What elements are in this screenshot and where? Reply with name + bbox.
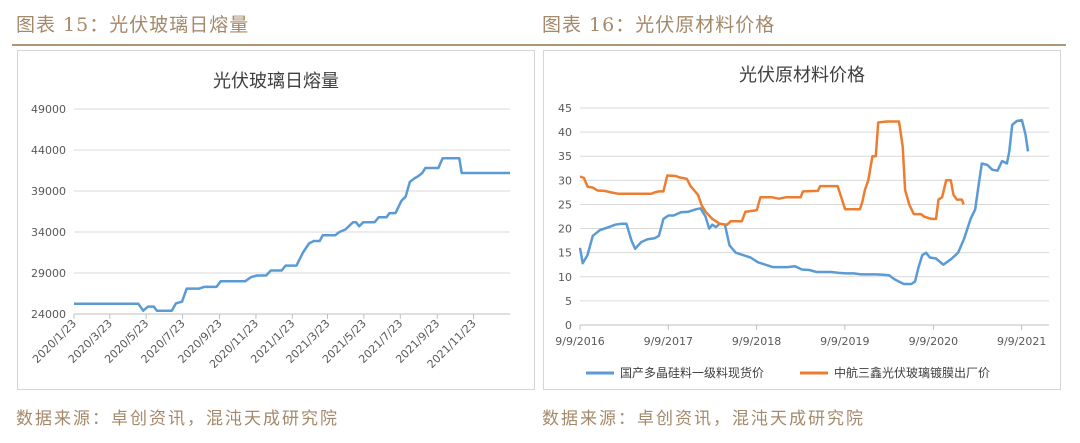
legend-label-2: 中航三鑫光伏玻璃镀膜出厂价 [834,365,990,380]
y-tick-label: 49000 [31,103,66,116]
y-tick-label: 30 [558,174,572,187]
left-title-rule [12,44,540,46]
series-line-2 [579,120,965,226]
y-tick-label: 39000 [31,185,66,198]
x-tick-label: 9/9/2018 [732,335,781,348]
right-figure-panel: 图表 16：光伏原材料价格 光伏原材料价格 0 5 10 15 20 25 30 35 40 45 9… [538,0,1066,443]
y-tick-label: 5 [565,295,572,308]
y-tick-label: 20 [558,223,572,236]
y-tick-label: 0 [565,319,572,332]
y-tick-label: 45 [558,102,572,115]
x-tick-label: 9/9/2019 [820,335,869,348]
raw-material-price-chart: 光伏原材料价格 0 5 10 15 20 25 30 35 40 45 9/9/2016 9/9/201… [555,65,1049,380]
right-source-note: 数据来源：卓创资讯，混沌天成研究院 [542,409,865,429]
right-title-rule [538,44,1066,46]
y-tick-label: 10 [558,271,572,284]
daily-melting-volume-chart: 光伏玻璃日熔量240002900034000390004400049000202… [30,71,510,371]
right-chart-frame: 光伏原材料价格 0 5 10 15 20 25 30 35 40 45 9/9/2016 9/9/201… [543,50,1061,390]
x-tick-label: 9/9/2017 [644,335,693,348]
left-chart-frame: 光伏玻璃日熔量 24000 29000 34000 39000 44000 49000 202… [17,50,535,390]
chart-title: 光伏原材料价格 [739,65,865,86]
left-source-note: 数据来源：卓创资讯，混沌天成研究院 [16,409,339,429]
legend-label-1: 国产多晶硅料一级料现货价 [620,365,764,380]
y-tick-label: 24000 [31,308,66,321]
chart-title: 光伏玻璃日熔量 [213,71,339,92]
y-tick-label: 40 [558,126,572,139]
y-tick-label: 44000 [31,144,66,157]
y-tick-label: 34000 [31,226,66,239]
y-tick-label: 25 [558,198,572,211]
x-tick-label: 9/9/2021 [997,335,1046,348]
right-figure-title: 图表 16：光伏原材料价格 [542,14,776,36]
y-tick-label: 15 [558,247,572,260]
left-figure-title: 图表 15：光伏玻璃日熔量 [16,14,250,36]
y-tick-label: 29000 [31,267,66,280]
left-figure-panel: 图表 15：光伏玻璃日熔量 光伏玻璃日熔量 24000 29000 34000 3900… [12,0,540,443]
series-line-1 [578,118,1030,286]
x-tick-label: 9/9/2016 [555,335,604,348]
series-line-1 [74,156,510,312]
y-tick-label: 35 [558,150,572,163]
x-tick-label: 9/9/2020 [909,335,958,348]
